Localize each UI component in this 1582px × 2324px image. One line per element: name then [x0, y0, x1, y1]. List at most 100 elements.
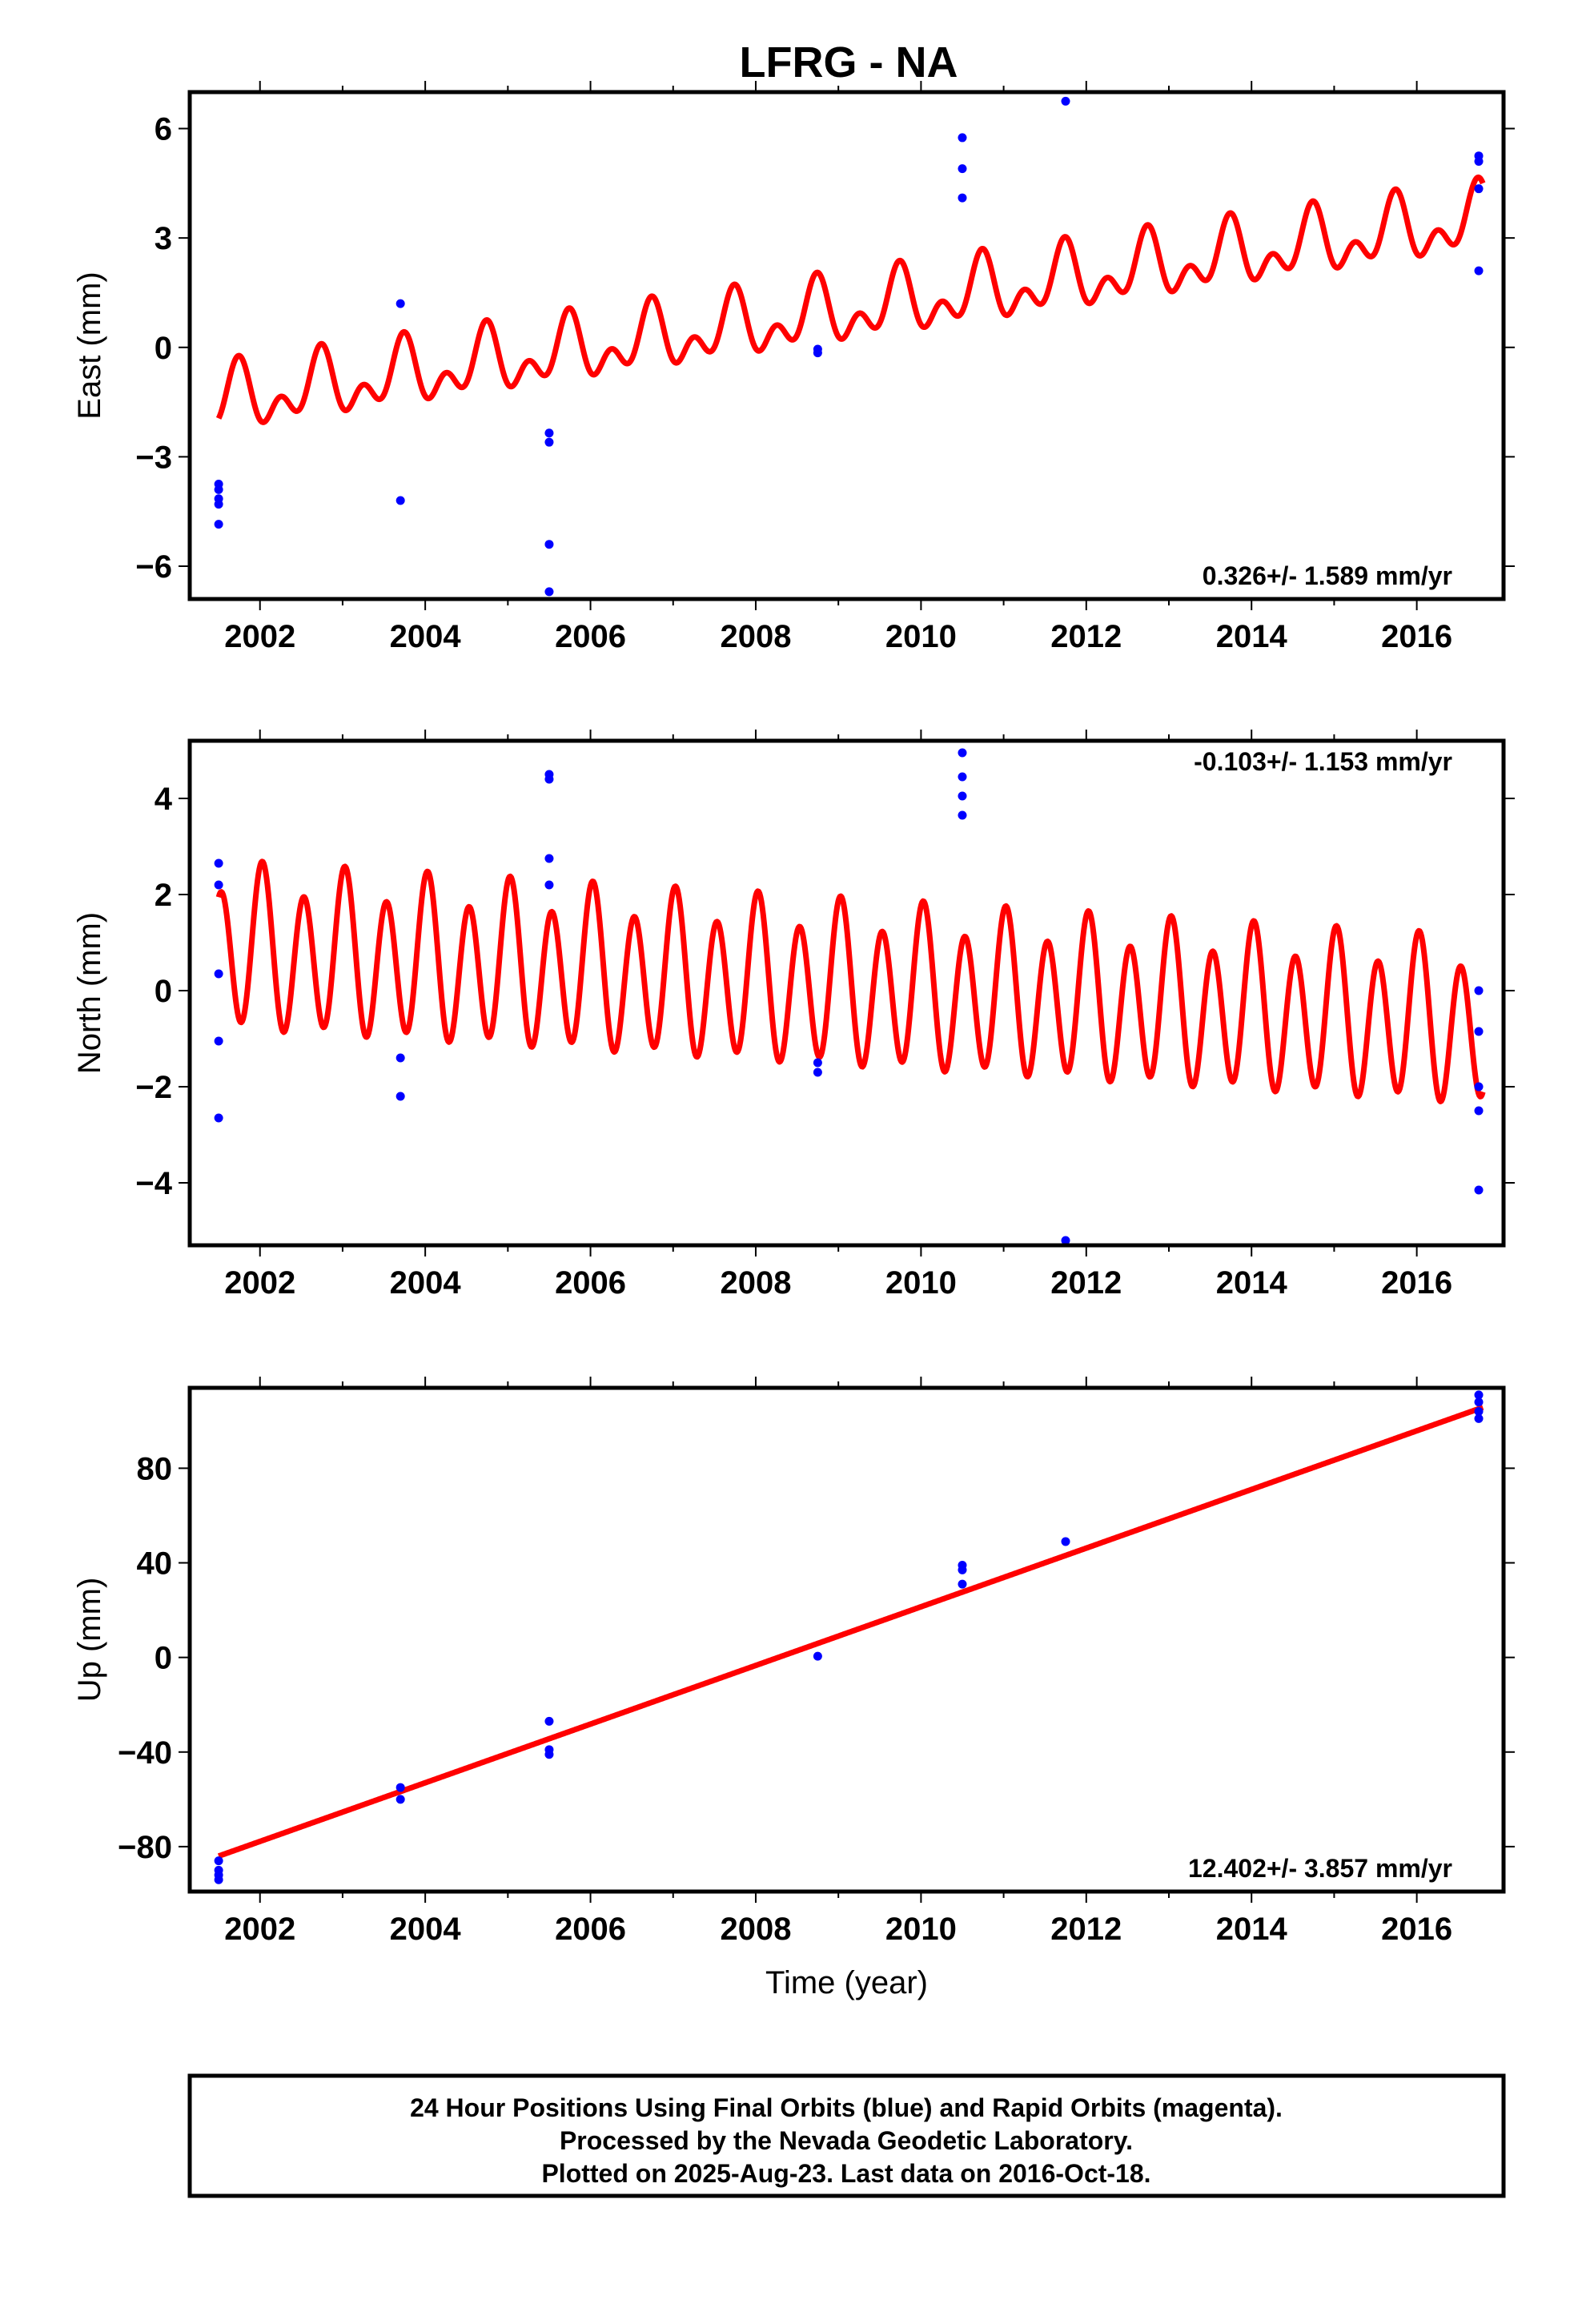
data-point — [1061, 1236, 1070, 1245]
y-tick-label: 2 — [155, 878, 172, 913]
x-tick-label: 2016 — [1381, 1265, 1452, 1301]
x-tick-label: 2008 — [720, 1912, 791, 1947]
panels: 2002 2004 2006 2008 2010 2012 2014 2016 −6 −3 0 3 6 E… — [72, 81, 1515, 2000]
data-point — [813, 1058, 822, 1068]
data-point — [214, 1113, 223, 1123]
x-tick-label: 2016 — [1381, 1912, 1452, 1947]
data-point — [958, 164, 967, 174]
plot-frame — [187, 738, 1506, 1248]
panel-east: 2002 2004 2006 2008 2010 2012 2014 2016 −6 −3 0 3 6 E… — [72, 81, 1515, 654]
data-point — [958, 748, 967, 758]
data-point — [1474, 1106, 1484, 1116]
data-point — [1474, 1413, 1484, 1423]
data-point — [1474, 1407, 1484, 1417]
data-point — [214, 1036, 223, 1046]
x-axis-label: Time (year) — [765, 1965, 928, 2000]
data-point — [214, 520, 223, 529]
y-tick-label: −2 — [135, 1070, 172, 1105]
x-tick-label: 2004 — [390, 1912, 462, 1947]
data-point — [396, 1053, 405, 1063]
x-tick-label: 2012 — [1050, 1265, 1122, 1301]
data-point — [958, 133, 967, 143]
x-tick-label: 2012 — [1050, 619, 1122, 654]
footer-frame — [187, 2073, 1506, 2198]
y-axis-label: East (mm) — [72, 271, 107, 419]
data-point — [544, 428, 554, 438]
x-tick-label: 2008 — [720, 1265, 791, 1301]
x-tick-label: 2006 — [555, 1265, 626, 1301]
y-tick-label: −3 — [135, 440, 172, 475]
plot-frame — [187, 90, 1506, 601]
y-axis-label: Up (mm) — [72, 1578, 107, 1703]
x-tick-label: 2002 — [224, 1912, 295, 1947]
data-point — [544, 854, 554, 863]
data-point — [396, 1783, 405, 1792]
data-point — [214, 500, 223, 509]
data-point — [1061, 96, 1070, 106]
data-point — [214, 969, 223, 979]
rate-label: -0.103+/- 1.153 mm/yr — [1194, 747, 1452, 776]
y-tick-label: 3 — [155, 221, 172, 256]
data-point — [544, 774, 554, 784]
data-point — [1474, 1027, 1484, 1036]
y-tick-label: 0 — [155, 331, 172, 366]
data-point — [958, 791, 967, 801]
y-tick-label: 6 — [155, 112, 172, 147]
data-point — [958, 1565, 967, 1574]
data-point — [1474, 1185, 1484, 1195]
x-tick-label: 2014 — [1216, 619, 1288, 654]
rate-label: 0.326+/- 1.589 mm/yr — [1203, 561, 1452, 590]
data-point — [396, 1795, 405, 1804]
data-point — [396, 496, 405, 505]
data-point — [958, 193, 967, 203]
y-tick-label: −6 — [135, 549, 172, 585]
footer-box: 24 Hour Positions Using Final Orbits (bl… — [187, 2073, 1506, 2198]
data-point — [544, 880, 554, 890]
data-point — [1474, 184, 1484, 194]
y-tick-label: 4 — [155, 782, 173, 817]
x-tick-label: 2004 — [390, 619, 462, 654]
data-point — [1474, 1390, 1484, 1400]
data-point — [813, 1068, 822, 1077]
x-tick-label: 2010 — [885, 1265, 957, 1301]
data-point — [214, 485, 223, 494]
data-point — [958, 810, 967, 820]
x-tick-label: 2002 — [224, 1265, 295, 1301]
x-tick-label: 2008 — [720, 619, 791, 654]
data-point — [214, 1875, 223, 1884]
data-point — [214, 880, 223, 890]
y-tick-label: −40 — [118, 1735, 172, 1771]
figure-title: LFRG - NA — [740, 38, 958, 86]
data-point — [544, 1750, 554, 1759]
x-tick-label: 2014 — [1216, 1912, 1288, 1947]
data-point — [958, 1579, 967, 1589]
y-tick-label: 40 — [137, 1546, 173, 1582]
y-axis-label: North (mm) — [72, 912, 107, 1074]
data-point — [1474, 986, 1484, 995]
data-point — [813, 1651, 822, 1661]
model-curve — [216, 1405, 1485, 1859]
y-tick-label: 80 — [137, 1451, 173, 1486]
model-curve — [215, 174, 1486, 425]
x-tick-label: 2006 — [555, 619, 626, 654]
x-tick-label: 2014 — [1216, 1265, 1288, 1301]
x-tick-label: 2016 — [1381, 619, 1452, 654]
y-tick-label: −80 — [118, 1830, 172, 1865]
plot-frame — [187, 1385, 1506, 1894]
data-point — [1474, 157, 1484, 167]
data-point — [1474, 1397, 1484, 1407]
panel-up: 2002 2004 2006 2008 2010 2012 2014 2016 −80 −40 0 4… — [72, 1377, 1515, 2000]
data-point — [813, 348, 822, 358]
data-point — [544, 540, 554, 549]
panel-north: 2002 2004 2006 2008 2010 2012 2014 2016 −4 −2 0 2 4 N… — [72, 730, 1515, 1301]
data-point — [214, 858, 223, 868]
x-tick-label: 2010 — [885, 619, 957, 654]
y-tick-label: 0 — [155, 974, 172, 1009]
x-tick-label: 2004 — [390, 1265, 462, 1301]
data-point — [544, 437, 554, 447]
data-point — [214, 1856, 223, 1866]
footer-line-2: Processed by the Nevada Geodetic Laborat… — [560, 2126, 1133, 2155]
x-tick-label: 2006 — [555, 1912, 626, 1947]
footer-line-3: Plotted on 2025-Aug-23. Last data on 201… — [541, 2159, 1150, 2188]
